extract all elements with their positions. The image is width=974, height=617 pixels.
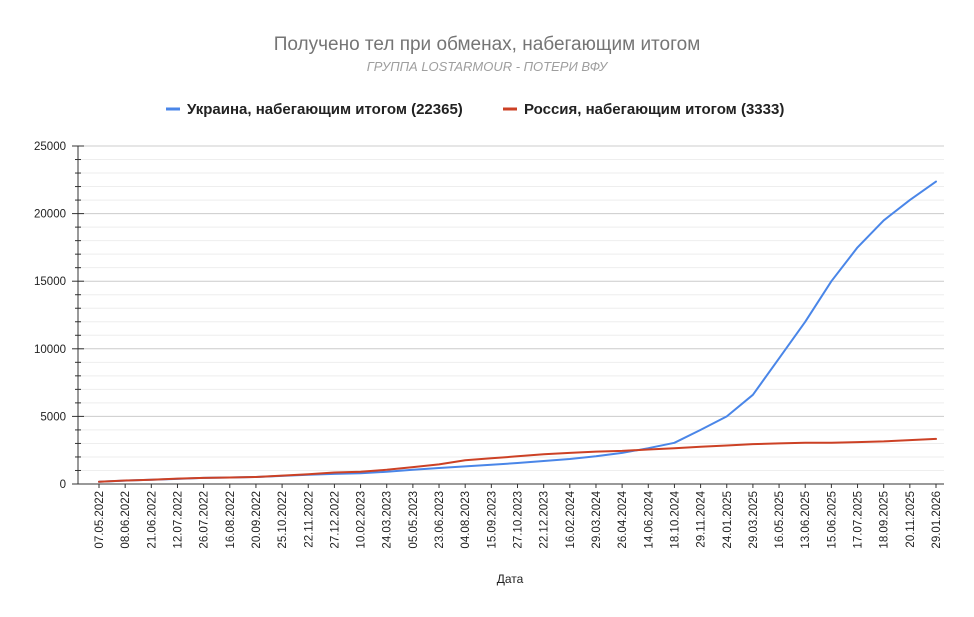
x-tick-label: 16.08.2022 bbox=[225, 491, 237, 549]
x-tick-label: 04.08.2023 bbox=[460, 491, 472, 549]
y-tick-label: 20000 bbox=[34, 209, 66, 221]
x-tick-label: 25.10.2022 bbox=[277, 491, 289, 549]
y-tick-label: 15000 bbox=[34, 276, 66, 288]
x-tick-label: 20.09.2022 bbox=[251, 491, 263, 549]
chart-title: Получено тел при обменах, набегающим ито… bbox=[274, 34, 701, 55]
series-lines bbox=[98, 180, 937, 483]
x-tick-label: 16.02.2024 bbox=[565, 490, 577, 548]
x-tick-label: 26.04.2024 bbox=[617, 490, 629, 548]
legend-label-ukraine: Украина, набегающим итогом (22365) bbox=[187, 101, 463, 118]
x-tick-label: 27.12.2022 bbox=[329, 491, 341, 549]
x-axis: 07.05.2022 08.06.2022 21.06.2022 12.07.2022… bbox=[78, 483, 944, 549]
x-tick-label: 24.03.2023 bbox=[382, 491, 394, 549]
x-tick-label: 13.06.2025 bbox=[800, 491, 812, 549]
x-tick-label: 07.05.2022 bbox=[94, 491, 106, 549]
x-tick-label: 22.12.2023 bbox=[539, 491, 551, 549]
x-tick-label: 29.03.2024 bbox=[591, 490, 603, 548]
x-tick-label: 29.11.2024 bbox=[696, 490, 708, 547]
legend-label-russia: Россия, набегающим итогом (3333) bbox=[524, 101, 784, 118]
x-tick-label: 29.01.2026 bbox=[931, 491, 943, 549]
chart-subtitle: ГРУППА LOSTARMOUR - ПОТЕРИ ВФУ bbox=[367, 59, 609, 74]
series-line-russia bbox=[98, 437, 937, 483]
x-tick-label: 16.05.2025 bbox=[774, 491, 786, 549]
x-tick-label: 21.06.2022 bbox=[146, 491, 158, 549]
x-tick-label: 23.06.2023 bbox=[434, 491, 446, 549]
x-tick-label: 05.05.2023 bbox=[408, 491, 420, 549]
x-tick-label: 10.02.2023 bbox=[356, 491, 368, 549]
y-tick-label: 10000 bbox=[34, 344, 66, 356]
x-tick-label: 22.11.2022 bbox=[303, 491, 315, 548]
x-tick-label: 18.10.2024 bbox=[669, 490, 681, 548]
x-tick-label: 18.09.2025 bbox=[879, 491, 891, 549]
y-tick-label: 25000 bbox=[34, 141, 66, 153]
x-tick-label: 27.10.2023 bbox=[513, 491, 525, 549]
x-tick-label: 08.06.2022 bbox=[120, 491, 132, 549]
legend: Украина, набегающим итогом (22365) Росси… bbox=[166, 101, 784, 118]
x-tick-label: 15.06.2025 bbox=[826, 491, 838, 549]
x-axis-label: Дата bbox=[497, 572, 524, 586]
y-tick-label: 5000 bbox=[40, 411, 66, 423]
x-tick-label: 17.07.2025 bbox=[853, 491, 865, 549]
y-tick-label: 0 bbox=[60, 479, 66, 491]
x-tick-label: 12.07.2022 bbox=[172, 491, 184, 549]
gridlines bbox=[78, 145, 944, 485]
x-tick-label: 26.07.2022 bbox=[199, 491, 211, 549]
x-tick-label: 14.06.2024 bbox=[643, 490, 655, 548]
y-axis: 0 5000 10000 15000 20000 25000 bbox=[34, 141, 84, 491]
x-tick-label: 24.01.2025 bbox=[722, 491, 734, 549]
x-tick-label: 29.03.2025 bbox=[748, 491, 760, 549]
x-tick-label: 20.11.2025 bbox=[905, 491, 917, 548]
x-tick-label: 15.09.2023 bbox=[486, 491, 498, 549]
